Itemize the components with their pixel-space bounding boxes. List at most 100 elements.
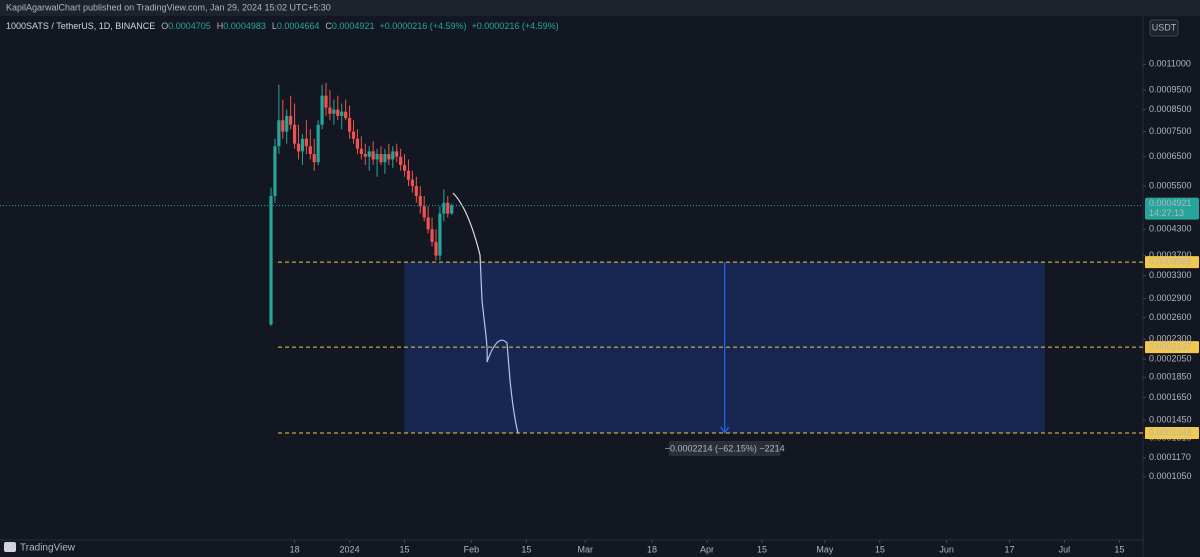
x-tick-label: 15 [1114, 544, 1124, 554]
projection-path [452, 192, 519, 434]
y-tick-label: 0.0002300 [1149, 333, 1192, 343]
candle-body [332, 109, 336, 114]
candle-body [426, 217, 430, 230]
legend-value: 0.0004983 [223, 21, 266, 31]
unit-badge [1149, 19, 1179, 37]
level-label: 0.0002197 [1149, 342, 1192, 352]
brand-logo [4, 542, 16, 552]
candle-body [324, 95, 328, 108]
candle-body [351, 131, 356, 139]
candle-body [347, 118, 352, 132]
legend-change: +0.0000216 (+4.59%) [472, 21, 559, 31]
legend-symbol: 1000SATS / TetherUS, 1D, BINANCE [6, 21, 155, 31]
candle-body [450, 205, 454, 214]
candle-body [269, 195, 273, 325]
x-tick-label: 15 [400, 544, 410, 554]
x-tick-label: May [816, 544, 834, 554]
candle-body [308, 146, 312, 155]
legend-letter: H [217, 21, 224, 31]
candle-body [395, 151, 399, 157]
candle-body [391, 151, 395, 160]
measure-label-box [668, 440, 781, 456]
candle-body [273, 146, 277, 196]
candle-body [375, 154, 379, 160]
measure-arrow-head [720, 426, 730, 435]
level-label-box [1145, 256, 1199, 269]
legend-value: 0.0004921 [332, 21, 375, 31]
x-tick-label: 2024 [340, 544, 360, 554]
candle-body [292, 124, 297, 144]
measure-label: −0.0002214 (−62.15%) −2214 [665, 443, 785, 453]
y-tick-label: 0.0003300 [1149, 270, 1192, 280]
x-tick-label: Feb [464, 544, 480, 554]
y-tick-label: 0.0004300 [1149, 224, 1192, 234]
candle-body [312, 154, 316, 163]
last-price-box [1145, 197, 1199, 220]
candle-body [430, 229, 434, 242]
candle-body [387, 154, 391, 160]
candle-body [406, 170, 411, 180]
y-tick-label: 0.0009500 [1149, 84, 1192, 94]
level-label-box [1145, 426, 1199, 439]
legend-letter: O [161, 21, 168, 31]
candle-body [418, 195, 422, 207]
y-tick-label: 0.0008500 [1149, 104, 1192, 114]
x-tick-label: 15 [757, 544, 767, 554]
last-price-label: 0.0004921 [1149, 198, 1192, 208]
candle-body [359, 148, 363, 155]
y-tick-label: 0.0001650 [1149, 392, 1192, 402]
x-tick-label: 18 [290, 544, 300, 554]
candle-body [363, 154, 367, 157]
level-label: 0.0001348 [1149, 427, 1192, 437]
legend: 1000SATS / TetherUS, 1D, BINANCE O0.00047… [6, 21, 559, 31]
y-tick-label: 0.0003700 [1149, 250, 1192, 260]
y-tick-label: 0.0007500 [1149, 126, 1192, 136]
y-tick-label: 0.0002900 [1149, 293, 1192, 303]
level-label: 0.0003565 [1149, 257, 1192, 267]
candle-body [422, 206, 426, 218]
candle-body [316, 124, 320, 163]
y-tick-label: 0.0001450 [1149, 415, 1192, 425]
header-bar [0, 0, 1200, 16]
candle-body [300, 138, 305, 152]
brand-name: TradingView [20, 543, 76, 554]
candle-body [402, 165, 407, 171]
y-tick-label: 0.0002600 [1149, 312, 1192, 322]
legend-value: 0.0004705 [168, 21, 211, 31]
candle-body [344, 111, 348, 119]
candle-body [355, 138, 360, 149]
y-tick-label: 0.0011000 [1149, 59, 1191, 69]
y-tick-label: 0.0006500 [1149, 151, 1192, 161]
candle-body [277, 120, 281, 147]
candle-body [399, 156, 403, 166]
candle-body [304, 138, 308, 147]
candle-body [383, 154, 387, 163]
x-tick-label: 15 [875, 544, 885, 554]
candle-body [442, 202, 446, 214]
y-tick-label: 0.0001850 [1149, 372, 1192, 382]
candle-body [289, 115, 293, 125]
legend-value: 0.0004664 [277, 21, 320, 31]
published-note: KapilAgarwalChart published on TradingVi… [6, 2, 331, 12]
x-tick-label: Jul [1059, 544, 1071, 554]
candle-body [336, 109, 340, 116]
candle-body [320, 95, 324, 125]
x-tick-label: 15 [521, 544, 531, 554]
candle-body [379, 154, 383, 163]
x-tick-label: 17 [1004, 544, 1014, 554]
y-tick-label: 0.0001170 [1149, 452, 1191, 462]
level-label-box [1145, 341, 1199, 354]
candle-body [446, 202, 450, 214]
candle-body [328, 107, 332, 114]
candle-body [434, 241, 438, 256]
candle-body [410, 179, 415, 187]
y-tick-label: 0.0001050 [1149, 471, 1192, 481]
candle-body [438, 213, 442, 256]
price-unit: USDT [1152, 22, 1177, 32]
candle-body [367, 151, 371, 157]
x-tick-label: Jun [939, 544, 954, 554]
candle-body [281, 120, 285, 132]
candle-body [371, 151, 375, 160]
